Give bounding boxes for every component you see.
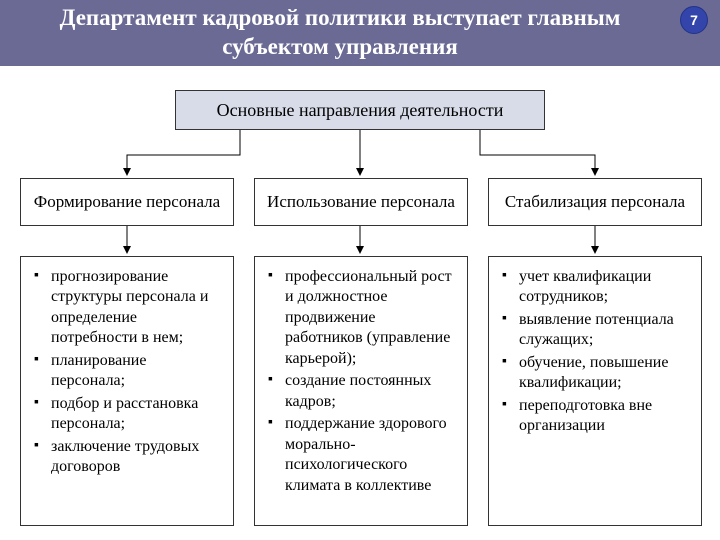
list-item: переподготовка вне организации xyxy=(499,396,691,437)
col1-list: прогнозирование структуры персонала и оп… xyxy=(31,267,223,478)
page-number-badge: 7 xyxy=(680,6,708,34)
page-title: Департамент кадровой политики выступает … xyxy=(20,4,660,62)
col2-heading: Использование персонала xyxy=(267,192,455,212)
col3-heading-box: Стабилизация персонала xyxy=(488,178,702,226)
col3-heading: Стабилизация персонала xyxy=(505,192,685,212)
list-item: подбор и расстановка персонала; xyxy=(31,394,223,435)
header-bar: Департамент кадровой политики выступает … xyxy=(0,0,720,66)
list-item: выявление потенциала служащих; xyxy=(499,310,691,351)
col1-heading: Формирование персонала xyxy=(34,192,220,212)
col2-list: профессиональный рост и должностное прод… xyxy=(265,267,457,496)
col3-detail-box: учет квалификации сотрудников; выявление… xyxy=(488,256,702,526)
list-item: обучение, повышение квалификации; xyxy=(499,353,691,394)
list-item: планирование персонала; xyxy=(31,351,223,392)
list-item: профессиональный рост и должностное прод… xyxy=(265,267,457,369)
col3-list: учет квалификации сотрудников; выявление… xyxy=(499,267,691,437)
list-item: поддержание здорового морально-психологи… xyxy=(265,414,457,496)
main-directions-label: Основные направления деятельности xyxy=(217,100,504,121)
list-item: учет квалификации сотрудников; xyxy=(499,267,691,308)
list-item: создание постоянных кадров; xyxy=(265,371,457,412)
col2-detail-box: профессиональный рост и должностное прод… xyxy=(254,256,468,526)
list-item: заключение трудовых договоров xyxy=(31,437,223,478)
col1-detail-box: прогнозирование структуры персонала и оп… xyxy=(20,256,234,526)
list-item: прогнозирование структуры персонала и оп… xyxy=(31,267,223,349)
main-directions-box: Основные направления деятельности xyxy=(175,90,545,130)
col1-heading-box: Формирование персонала xyxy=(20,178,234,226)
col2-heading-box: Использование персонала xyxy=(254,178,468,226)
